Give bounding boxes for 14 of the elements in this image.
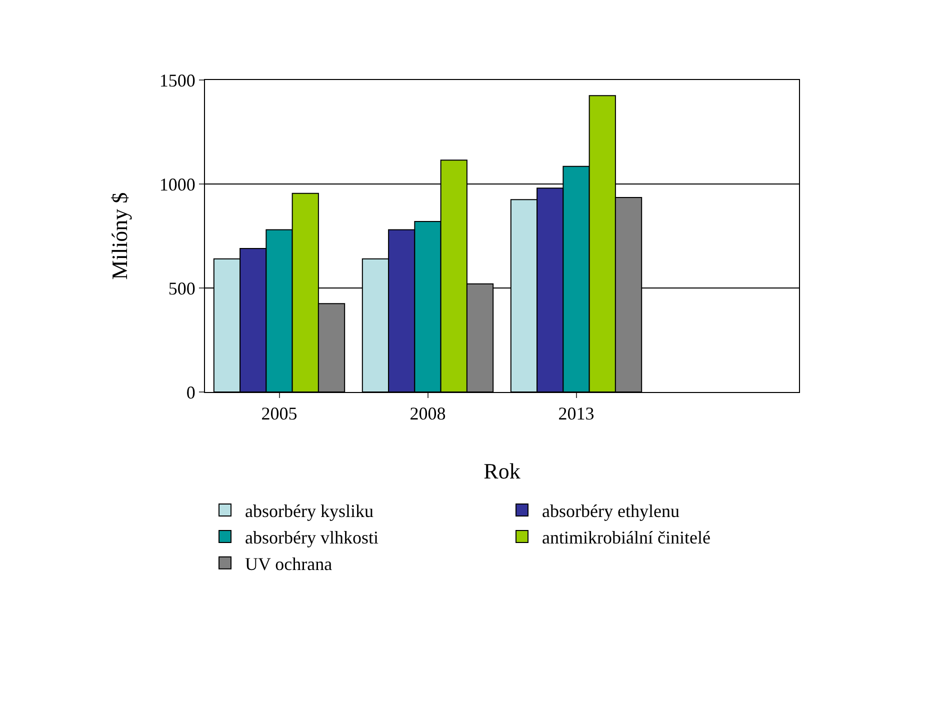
y-tick-label: 0	[186, 382, 196, 402]
x-tick-label: 2008	[410, 404, 446, 424]
legend-label: UV ochrana	[245, 554, 332, 574]
legend-label: antimikrobiální činitelé	[542, 527, 710, 548]
legend-label: absorbéry ethylenu	[542, 501, 680, 522]
y-tick-label: 1000	[159, 174, 196, 194]
y-axis-title: Milióny $	[107, 192, 132, 280]
x-tick-label: 2005	[261, 404, 298, 424]
y-tick-label: 500	[168, 278, 196, 298]
legend-label: absorbéry kysliku	[245, 501, 374, 522]
legend-label: absorbéry vlhkosti	[245, 527, 378, 548]
x-axis-title: Rok	[484, 458, 520, 484]
x-tick-label: 2013	[558, 404, 594, 424]
y-tick-label: 1500	[159, 70, 196, 90]
